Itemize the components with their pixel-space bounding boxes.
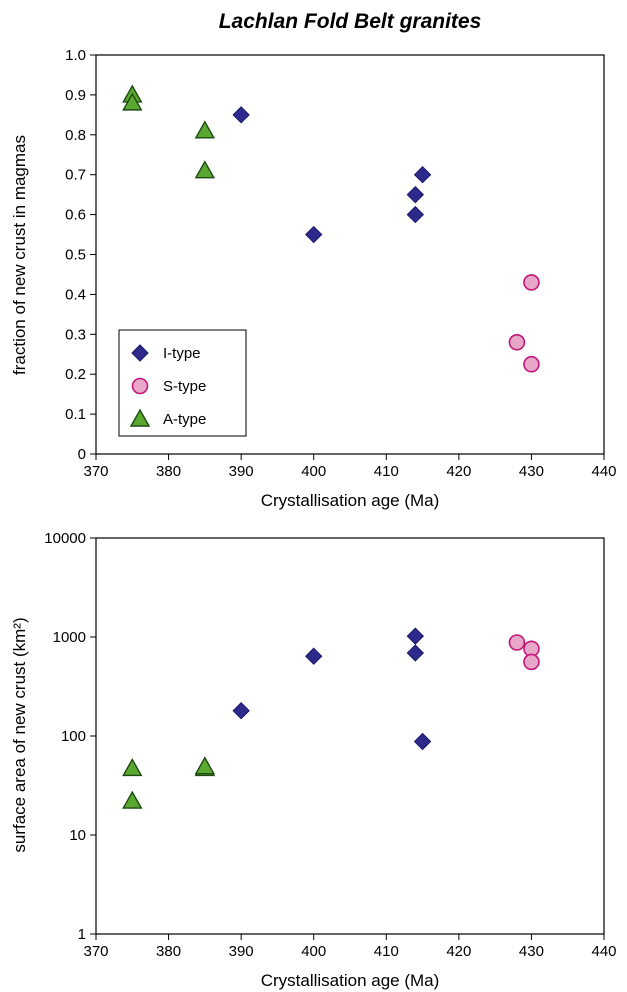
y-tick-label: 1000 (53, 629, 86, 646)
i-type-point (232, 106, 250, 124)
i-type-point (406, 644, 425, 662)
legend-label-i-type: I-type (163, 345, 201, 362)
s-type-point (523, 355, 540, 373)
y-tick-label: 0.8 (65, 127, 86, 144)
x-tick-label: 370 (83, 463, 108, 480)
x-axis-ticks: 370 380 390 400 410 420 430 440 (83, 454, 617, 480)
y-tick-label: 100 (61, 728, 86, 745)
i-type-point (406, 185, 425, 204)
legend-marker-s-type (131, 377, 149, 395)
y-tick-label: 0.9 (65, 87, 86, 104)
x-axis-label: Crystallisation age (Ma) (261, 971, 440, 990)
y-axis-label: surface area of new crust (km²) (10, 617, 29, 852)
s-type-point (523, 653, 540, 671)
y-tick-label: 10000 (44, 530, 86, 547)
x-tick-label: 380 (156, 943, 181, 960)
legend-label-s-type: S-type (163, 378, 206, 395)
y-tick-label: 0.2 (65, 366, 86, 383)
y-tick-label: 0.3 (65, 326, 86, 343)
x-tick-label: 400 (301, 943, 326, 960)
i-type-point (406, 205, 425, 224)
x-tick-label: 390 (229, 463, 254, 480)
x-tick-label: 440 (591, 463, 616, 480)
a-type-point (122, 92, 143, 111)
legend-marker-i-type (131, 344, 149, 362)
legend-label-a-type: A-type (163, 411, 206, 428)
x-tick-label: 410 (374, 463, 399, 480)
x-axis-ticks: 370 380 390 400 410 420 430 440 (83, 934, 617, 960)
y-tick-label: 0.5 (65, 247, 86, 264)
i-type-point (305, 225, 323, 244)
s-type-point (508, 634, 526, 651)
y-axis-ticks: 0 0.1 0.2 0.3 0.4 0.5 0.6 0.7 0.8 0.9 1.0 (65, 47, 96, 463)
data-marks (122, 627, 540, 809)
x-tick-label: 440 (591, 943, 616, 960)
y-tick-label: 10 (69, 827, 86, 844)
y-tick-label: 0.4 (65, 286, 86, 303)
y-tick-label: 0.7 (65, 167, 86, 184)
x-tick-label: 390 (229, 943, 254, 960)
y-tick-label: 1 (78, 926, 86, 943)
x-tick-label: 380 (156, 463, 181, 480)
x-tick-label: 410 (374, 943, 399, 960)
y-tick-label: 0.6 (65, 207, 86, 224)
i-type-point (232, 702, 250, 720)
s-type-point (523, 274, 540, 291)
y-tick-label: 0.1 (65, 406, 86, 423)
i-type-point (406, 627, 425, 645)
a-type-point (122, 790, 143, 809)
data-marks (122, 84, 540, 373)
s-type-point (508, 333, 526, 351)
a-type-point (122, 758, 143, 777)
legend: I-type S-type A-type (118, 329, 247, 437)
i-type-point (413, 165, 432, 184)
x-tick-label: 430 (519, 943, 544, 960)
x-tick-label: 400 (301, 463, 326, 480)
plot-frame (95, 537, 605, 935)
legend-marker-a-type (129, 408, 151, 427)
i-type-point (413, 732, 432, 751)
y-tick-label: 1.0 (65, 47, 86, 64)
x-tick-label: 420 (446, 943, 471, 960)
a-type-point (194, 160, 216, 179)
a-type-point (194, 756, 216, 775)
y-axis-ticks: 1 10 100 1000 10000 (44, 530, 96, 943)
i-type-point (305, 647, 323, 665)
chart-fraction-new-crust: 370 380 390 400 410 420 430 440 0 0.1 0.2 0.3 0.4 0.… (10, 47, 617, 510)
y-axis-label: fraction of new crust in magmas (10, 135, 29, 375)
figure-title: Lachlan Fold Belt granites (219, 10, 482, 33)
chart-surface-area: 370 380 390 400 410 420 430 440 1 10 100 1000 10000… (10, 530, 617, 990)
x-tick-label: 370 (83, 943, 108, 960)
a-type-point (194, 120, 216, 139)
x-tick-label: 430 (519, 463, 544, 480)
y-tick-label: 0 (78, 446, 86, 463)
x-tick-label: 420 (446, 463, 471, 480)
x-axis-label: Crystallisation age (Ma) (261, 491, 440, 510)
